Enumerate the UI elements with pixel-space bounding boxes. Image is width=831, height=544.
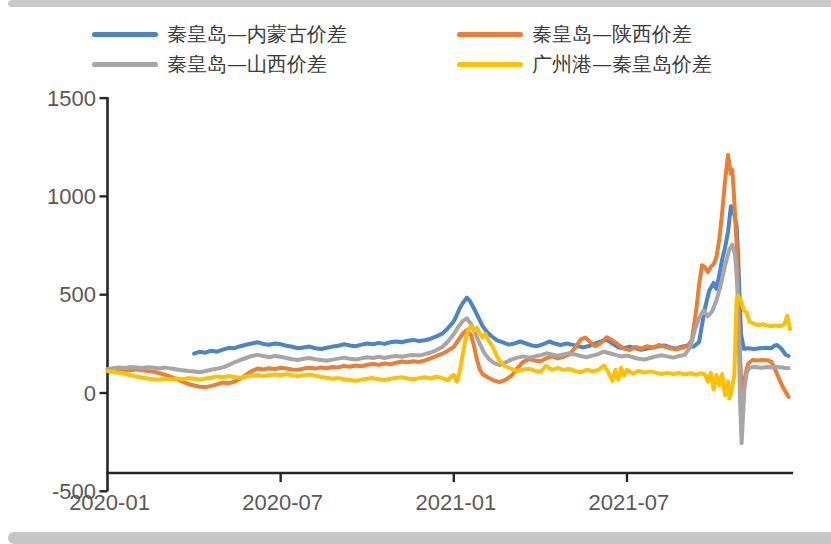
legend-label: 秦皇岛—陕西价差 xyxy=(532,21,692,48)
legend-item-qhd-shaanxi: 秦皇岛—陕西价差 xyxy=(457,23,692,45)
x-axis-tick-label: 2020-01 xyxy=(69,490,150,515)
y-axis-tick-label: 0 xyxy=(84,381,96,406)
x-axis-tick-label: 2020-07 xyxy=(242,490,323,515)
legend-label: 广州港—秦皇岛价差 xyxy=(532,51,712,78)
legend-swatch-orange xyxy=(457,32,523,37)
line-chart: 150010005000-5002020-012020-072021-01202… xyxy=(0,0,831,544)
legend-swatch-gray xyxy=(92,62,158,67)
x-axis-tick-label: 2021-07 xyxy=(589,490,670,515)
y-axis-tick-label: 500 xyxy=(59,282,96,307)
legend-item-qhd-shanxi: 秦皇岛—山西价差 xyxy=(92,53,327,75)
legend-swatch-yellow xyxy=(457,62,523,67)
legend-label: 秦皇岛—山西价差 xyxy=(167,51,327,78)
series-line-1 xyxy=(108,155,789,397)
chart-card: 150010005000-5002020-012020-072021-01202… xyxy=(0,0,831,544)
legend-item-qhd-neimenggu: 秦皇岛—内蒙古价差 xyxy=(92,23,347,45)
y-axis-tick-label: 1000 xyxy=(47,184,96,209)
y-axis-tick-label: 1500 xyxy=(47,86,96,111)
x-axis-tick-label: 2021-01 xyxy=(415,490,496,515)
legend-label: 秦皇岛—内蒙古价差 xyxy=(167,21,347,48)
legend-swatch-blue xyxy=(92,32,158,37)
legend-item-gzg-qhd: 广州港—秦皇岛价差 xyxy=(457,53,712,75)
